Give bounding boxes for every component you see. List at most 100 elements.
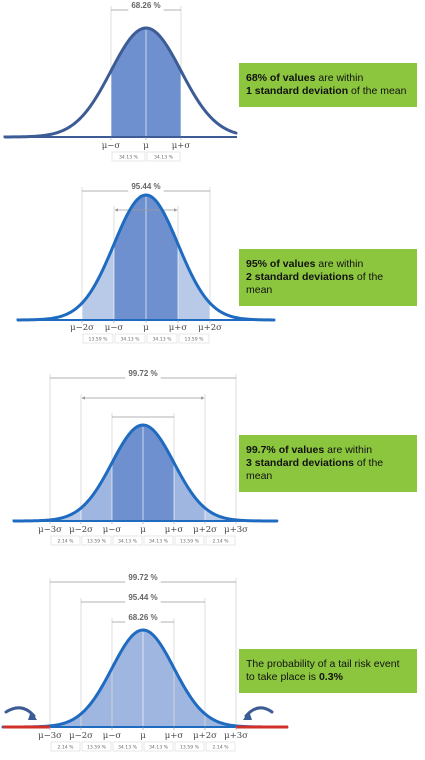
axis-label: μ−σ: [103, 731, 122, 741]
axis-label: μ+3σ: [224, 731, 248, 741]
pct-box: [143, 535, 174, 546]
pct-box: [146, 151, 181, 162]
pct-label: 13.59 %: [87, 539, 107, 545]
callout-1-text-a: are within: [315, 72, 364, 84]
bell-curve: [3, 26, 238, 139]
panel-1: 68.26 % μ−σ μ μ+σ 34.13 % 34.13 %: [3, 0, 238, 162]
pct-label: 34.13 %: [149, 745, 169, 751]
span-label-bg: [128, 0, 164, 11]
axis-label: μ−2σ: [70, 323, 94, 333]
pct-label: 34.13 %: [118, 745, 138, 751]
callout-1-strong-b: 1 standard deviation: [246, 85, 349, 97]
span-label: 95.44 %: [131, 182, 160, 191]
pct-label: 13.59 %: [87, 745, 107, 751]
span-label-bg: [125, 592, 161, 603]
callout-4: The probability of a tail risk event to …: [239, 649, 417, 693]
span-label-bg: [125, 572, 161, 583]
axis-label: μ−σ: [103, 525, 122, 535]
span-label: 68.26 %: [131, 1, 160, 10]
pct-label: 2.14 %: [212, 539, 229, 545]
axis-label: μ+2σ: [193, 525, 217, 535]
pct-box: [112, 535, 143, 546]
panel-3: 99.72 % μ−3σ μ−2σ μ−σ μ μ+σ μ+2σ μ+3σ 2.14 % 13.5…: [12, 368, 279, 546]
callout-3-strong-b: 3 standard deviations: [246, 457, 354, 469]
pct-label: 34.13 %: [121, 337, 141, 343]
axis-label: μ−3σ: [38, 731, 62, 741]
pct-label: 13.59 %: [89, 337, 109, 343]
left-tail-arrow-head: [28, 711, 37, 720]
pct-box: [81, 741, 112, 752]
span-label-bg: [128, 181, 164, 192]
pct-box: [82, 333, 114, 344]
callout-3-strong-a: 99.7% of values: [246, 444, 325, 456]
pct-label: 2.14 %: [57, 745, 74, 751]
pct-label: 2.14 %: [212, 745, 229, 751]
axis-label: μ: [140, 525, 146, 535]
axis-label: μ: [143, 141, 149, 151]
callout-2-strong-a: 95% of values: [246, 258, 316, 270]
pct-label: 13.59 %: [180, 539, 200, 545]
axis-label: μ+σ: [172, 141, 191, 151]
callout-1-text-b: of the mean: [348, 85, 407, 97]
pct-box: [174, 741, 205, 752]
axis-label: μ: [143, 323, 149, 333]
bell-curve: [12, 423, 279, 523]
pct-box: [205, 741, 236, 752]
callout-2: 95% of values are within 2 standard devi…: [239, 249, 417, 306]
callout-3: 99.7% of values are within 3 standard de…: [239, 435, 417, 492]
pct-label: 34.13 %: [118, 539, 138, 545]
span-label: 99.72 %: [128, 369, 157, 378]
span-label-bg: [125, 612, 161, 623]
pct-label: 34.13 %: [153, 337, 173, 343]
pct-label: 13.59 %: [180, 745, 200, 751]
pct-label: 13.59 %: [185, 337, 205, 343]
panel-2: 95.44 % μ−2σ μ−σ μ μ+σ μ+2σ 13.59 % 34.13 % 34.1…: [16, 181, 276, 344]
axis-label: μ−σ: [102, 141, 121, 151]
axis-label: μ+2σ: [198, 323, 222, 333]
pct-label: 34.13 %: [149, 539, 169, 545]
axis-label: μ+3σ: [224, 525, 248, 535]
pct-box: [146, 333, 178, 344]
pct-label: 34.13 %: [119, 155, 139, 161]
pct-box: [112, 741, 143, 752]
axis-label: μ+σ: [165, 731, 184, 741]
pct-box: [178, 333, 210, 344]
pct-box: [205, 535, 236, 546]
callout-2-text-a: are within: [315, 258, 364, 270]
axis-label: μ+σ: [169, 323, 188, 333]
pct-box: [50, 535, 81, 546]
axis-label: μ: [140, 731, 146, 741]
pct-box: [50, 741, 81, 752]
axis-label: μ−2σ: [69, 525, 93, 535]
pct-box: [114, 333, 146, 344]
axis-label: μ−3σ: [38, 525, 62, 535]
panel-4: 99.72 % 95.44 % 68.26 % μ−3σ μ−2σ μ−σ μ μ+σ μ+2σ…: [1, 572, 289, 752]
span-label: 99.72 %: [128, 573, 157, 582]
span-label: 68.26 %: [128, 613, 157, 622]
pct-label: 2.14 %: [57, 539, 74, 545]
callout-3-text-b: of the mean: [246, 457, 384, 482]
callout-4-text: The probability of a tail risk event to …: [246, 658, 400, 683]
callout-2-strong-b: 2 standard deviations: [246, 271, 354, 283]
pct-label: 34.13 %: [154, 155, 174, 161]
axis-label: μ+2σ: [193, 731, 217, 741]
right-tail-arrow-head: [243, 711, 252, 720]
callout-1: 68% of values are within 1 standard devi…: [239, 63, 417, 107]
span-label: 95.44 %: [128, 593, 157, 602]
callout-1-strong-a: 68% of values: [246, 72, 316, 84]
area-region-5: [205, 508, 236, 521]
pct-box: [111, 151, 146, 162]
axis-label: μ−2σ: [69, 731, 93, 741]
callout-2-text-b: of the mean: [246, 271, 384, 296]
callout-3-text-a: are within: [324, 444, 373, 456]
pct-box: [143, 741, 174, 752]
pct-box: [174, 535, 205, 546]
axis-label: μ+σ: [165, 525, 184, 535]
pct-box: [81, 535, 112, 546]
area-region-1: [50, 508, 81, 521]
span-label-bg: [125, 368, 161, 379]
axis-label: μ−σ: [105, 323, 124, 333]
bell-curve: [16, 193, 276, 322]
callout-4-strong: 0.3%: [318, 671, 343, 683]
